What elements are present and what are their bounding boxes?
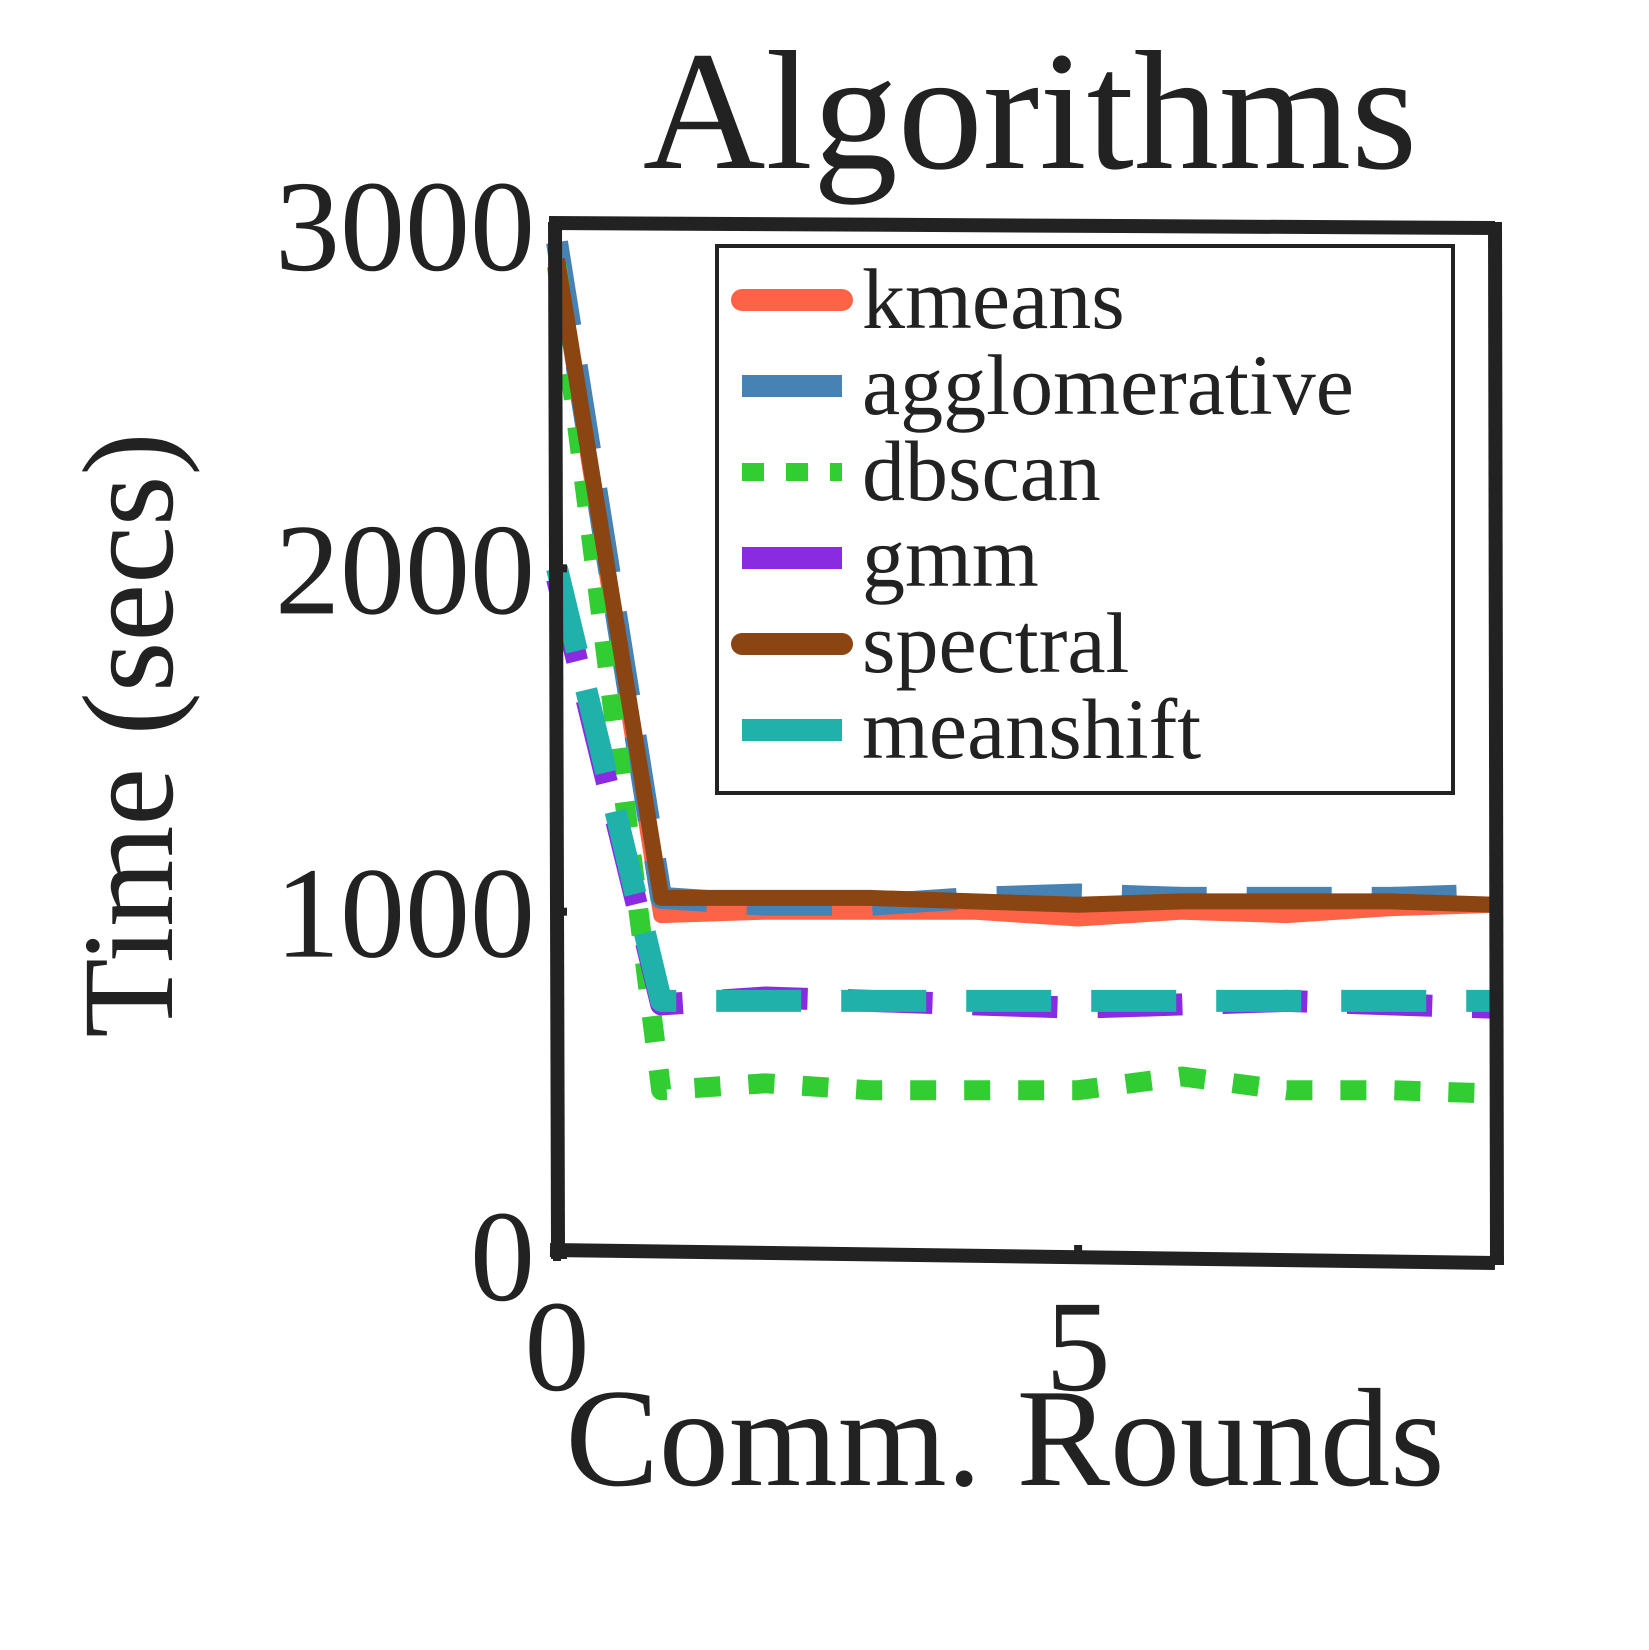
x-axis-label: Comm. Rounds xyxy=(565,1361,1444,1516)
series-line-spectral xyxy=(549,258,1496,913)
y-tick-label: 2000 xyxy=(275,498,535,642)
y-tick-label: 0 xyxy=(470,1185,535,1329)
x-tick-label: 5 xyxy=(1046,1275,1111,1419)
legend-label: kmeans xyxy=(862,251,1125,347)
legend-item-gmm: gmm xyxy=(742,509,1039,605)
chart-title: Algorithms xyxy=(643,17,1417,205)
legend: kmeansagglomerativedbscangmmspectralmean… xyxy=(715,244,1455,795)
tick-layer: 0 1000 2000 3000 0 5 xyxy=(275,155,1111,1419)
legend-item-meanshift: meanshift xyxy=(742,681,1201,777)
legend-item-agglomerative: agglomerative xyxy=(742,337,1354,433)
y-axis-label: Time (secs) xyxy=(57,432,201,1037)
legend-label: dbscan xyxy=(862,423,1101,519)
y-tick-label: 3000 xyxy=(275,155,535,299)
top-spine xyxy=(548,216,1496,235)
legend-item-spectral: spectral xyxy=(731,595,1129,691)
bottom-spine xyxy=(549,1243,1496,1270)
left-spine xyxy=(548,221,565,1249)
right-spine xyxy=(1488,221,1504,1266)
legend-label: gmm xyxy=(862,509,1039,605)
legend-item-kmeans: kmeans xyxy=(731,251,1125,347)
series-layer xyxy=(546,240,1496,1104)
axes-frame xyxy=(548,216,1504,1270)
y-tick-label: 1000 xyxy=(275,842,535,986)
x-tick-label: 0 xyxy=(525,1275,590,1419)
legend-label: meanshift xyxy=(862,681,1201,777)
legend-box xyxy=(715,244,1455,795)
legend-item-dbscan: dbscan xyxy=(742,423,1101,519)
legend-label: agglomerative xyxy=(862,337,1354,433)
series-line-meanshift xyxy=(546,565,1495,1012)
series-line-dbscan xyxy=(547,264,1496,1104)
series-line-kmeans xyxy=(549,258,1496,927)
legend-label: spectral xyxy=(862,595,1129,691)
